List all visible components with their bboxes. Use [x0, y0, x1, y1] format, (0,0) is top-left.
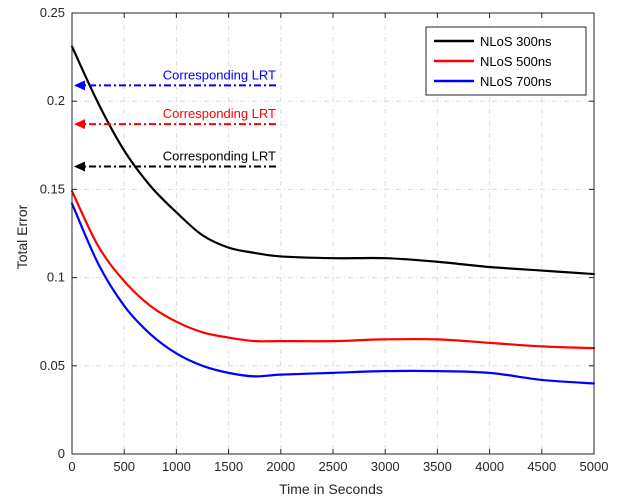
annotation-arrowhead-2 [74, 119, 85, 130]
annotation-label-3: Corresponding LRT [163, 148, 276, 163]
legend-label-2: NLoS 500ns [480, 54, 552, 69]
legend-label-1: NLoS 300ns [480, 34, 552, 49]
x-tick-label: 2000 [266, 459, 295, 474]
x-tick-label: 4500 [527, 459, 556, 474]
legend-label-3: NLoS 700ns [480, 74, 552, 89]
series-line-1 [70, 45, 596, 276]
series-line-3 [70, 202, 596, 385]
x-tick-label: 3000 [371, 459, 400, 474]
x-tick-label: 500 [113, 459, 135, 474]
x-axis-label: Time in Seconds [279, 481, 383, 497]
x-tick-label: 1500 [214, 459, 243, 474]
y-tick-label: 0.15 [40, 181, 65, 196]
y-tick-label: 0.2 [47, 93, 65, 108]
x-tick-label: 2500 [319, 459, 348, 474]
x-tick-label: 3500 [423, 459, 452, 474]
x-tick-label: 4000 [475, 459, 504, 474]
annotation-arrowhead-3 [74, 161, 85, 172]
series-line-2 [70, 190, 596, 350]
annotation-layer: Corresponding LRT Corresponding LRT Corres… [74, 67, 276, 172]
legend: NLoS 300ns NLoS 500ns NLoS 700ns [425, 26, 587, 96]
series-layer [70, 45, 596, 385]
annotation-arrowhead-1 [74, 80, 85, 91]
x-tick-label: 5000 [580, 459, 609, 474]
y-axis-label: Total Error [14, 204, 30, 269]
annotation-label-2: Corresponding LRT [163, 106, 276, 121]
y-tick-label: 0 [58, 446, 65, 461]
y-tick-label: 0.05 [40, 358, 65, 373]
y-tick-label: 0.25 [40, 5, 65, 20]
axis-ticks: 0 500 1000 1500 2000 2500 3000 3500 4000 4500 5000… [40, 5, 609, 474]
x-tick-label: 0 [68, 459, 75, 474]
x-tick-label: 1000 [162, 459, 191, 474]
y-tick-label: 0.1 [47, 270, 65, 285]
annotation-label-1: Corresponding LRT [163, 67, 276, 82]
